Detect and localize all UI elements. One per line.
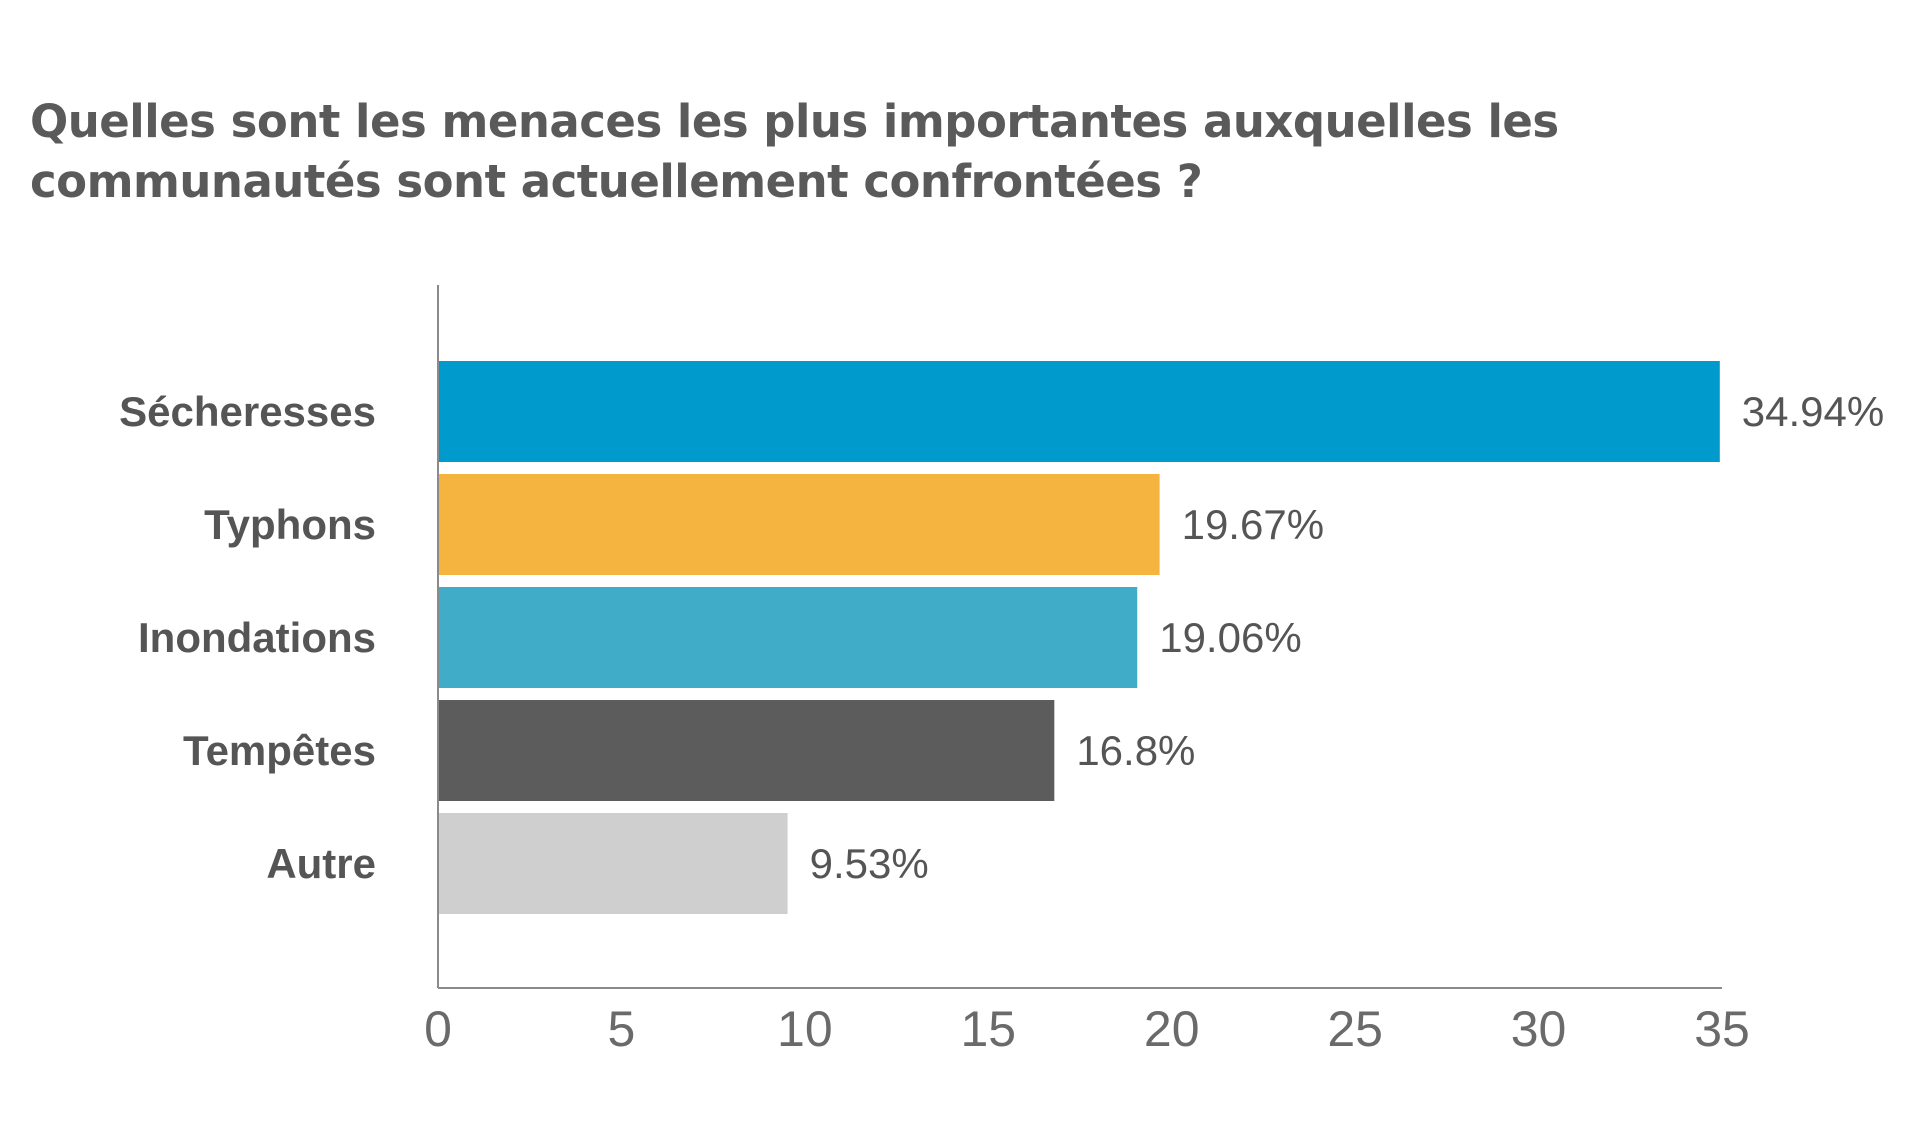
chart-title-line-2: communautés sont actuellement confrontée… [30,155,1203,208]
category-label-autre: Autre [266,840,376,887]
bar-inondations [438,587,1138,688]
value-label-typhons: 19.67% [1182,501,1324,548]
category-label-typhons: Typhons [204,501,376,548]
x-tick-label-30: 30 [1511,1001,1567,1057]
bar-typhons [438,474,1160,575]
bars-layer [438,361,1720,914]
x-tick-label-0: 0 [424,1001,452,1057]
category-label-tempetes: Tempêtes [183,727,376,774]
value-label-secheresses: 34.94% [1742,388,1884,435]
x-tick-label-15: 15 [960,1001,1016,1057]
axes-layer [437,285,1722,989]
value-label-autre: 9.53% [810,840,929,887]
x-tick-label-25: 25 [1327,1001,1383,1057]
chart-title: Quelles sont les menaces les plus import… [30,92,1730,212]
labels-layer: Sécheresses 34.94% Typhons 19.67% Inondation… [119,388,1884,887]
bar-secheresses [438,361,1720,462]
category-label-inondations: Inondations [138,614,376,661]
x-tick-label-35: 35 [1694,1001,1750,1057]
value-label-inondations: 19.06% [1159,614,1301,661]
x-axis-ticks: 0 5 10 15 20 25 30 35 [424,1001,1750,1057]
bar-tempetes [438,700,1055,801]
x-tick-label-5: 5 [608,1001,636,1057]
x-tick-label-10: 10 [777,1001,833,1057]
value-label-tempetes: 16.8% [1076,727,1195,774]
category-label-secheresses: Sécheresses [119,388,376,435]
bar-autre [438,813,788,914]
chart-title-line-1: Quelles sont les menaces les plus import… [30,95,1559,148]
x-tick-label-20: 20 [1144,1001,1200,1057]
